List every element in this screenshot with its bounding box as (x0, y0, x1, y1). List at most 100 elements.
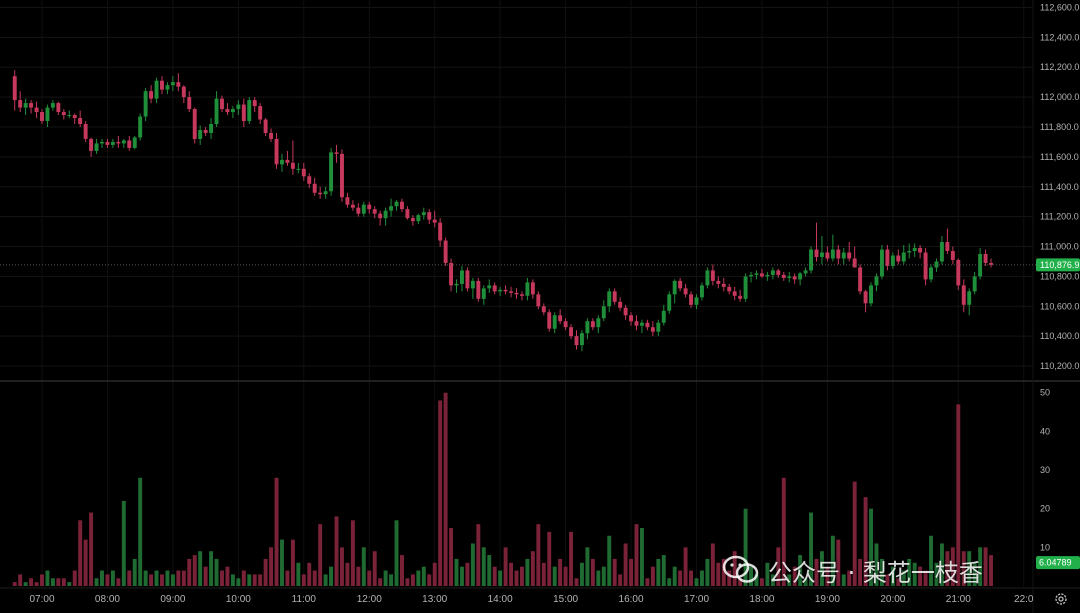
candle-body (678, 280, 683, 289)
volume-bar (705, 558, 710, 586)
volume-bar (950, 547, 955, 586)
volume-bar (667, 578, 672, 586)
candle-body (138, 116, 143, 138)
volume-tick-label: 30 (1040, 465, 1050, 475)
volume-bar (776, 547, 781, 586)
volume-bar (94, 578, 99, 586)
volume-bar (770, 574, 775, 586)
volume-bar (798, 555, 803, 586)
candle-body (896, 255, 901, 262)
candle-body (520, 294, 524, 296)
candle-body (340, 153, 344, 198)
candle-body (830, 249, 835, 259)
volume-bar (220, 570, 224, 586)
volume-bar (100, 570, 104, 586)
volume-bar (56, 578, 61, 586)
candle-body (100, 141, 104, 144)
volume-bar (481, 547, 486, 586)
price-tick-label: 111,200.0 (1040, 212, 1079, 222)
volume-bar (78, 520, 83, 586)
candle-body (847, 252, 852, 259)
candle-body (683, 288, 688, 295)
volume-bars (12, 392, 993, 586)
candle-body (754, 273, 759, 275)
volume-bar (252, 574, 257, 586)
candle-body (874, 276, 879, 286)
candle-body (432, 219, 437, 223)
candle-body (121, 140, 126, 144)
volume-bar (400, 555, 404, 586)
volume-bar (165, 570, 170, 586)
candle-body (241, 104, 246, 122)
volume-bar (132, 558, 137, 586)
candle-body (590, 321, 595, 328)
candle-body (127, 140, 132, 148)
candle-body (394, 201, 399, 207)
volume-bar (449, 528, 454, 586)
volume-bar (885, 574, 890, 586)
candle-body (383, 210, 388, 219)
candle-body (716, 280, 721, 284)
settings-gear-icon[interactable] (1054, 592, 1068, 606)
candle-body (841, 252, 846, 259)
price-tick-label: 112,600.0 (1040, 2, 1079, 12)
candle-body (798, 273, 803, 280)
volume-bar (754, 574, 759, 586)
candle-body (34, 107, 39, 113)
candle-body (220, 98, 224, 110)
volume-bar (912, 562, 917, 586)
candle-body (552, 315, 557, 329)
volume-bar (650, 566, 655, 586)
volume-bar (416, 570, 421, 586)
volume-bar (290, 539, 295, 586)
candle-body (334, 152, 339, 154)
candle-body (247, 100, 252, 122)
volume-bar (280, 539, 284, 586)
volume-bar (476, 524, 481, 586)
volume-bar (520, 566, 524, 586)
volume-tick-label: 20 (1040, 504, 1050, 514)
candle-body (825, 252, 830, 259)
volume-bar (394, 520, 399, 586)
time-tick-label: 10:00 (226, 594, 251, 605)
candle-body (94, 143, 99, 151)
candle-body (274, 138, 279, 165)
volume-bar (149, 574, 154, 586)
candle-body (487, 285, 492, 289)
grid-lines (0, 0, 1033, 588)
volume-bar (983, 547, 988, 586)
candle-body (983, 254, 988, 263)
volume-bar (405, 578, 410, 586)
candle-body (290, 162, 295, 169)
time-tick-label: 11:00 (292, 594, 317, 605)
volume-bar (410, 574, 415, 586)
volume-bar (83, 539, 88, 586)
volume-bar (258, 574, 263, 586)
volume-bar (929, 535, 933, 586)
volume-bar (345, 562, 350, 586)
candle-body (389, 206, 394, 211)
volume-bar (661, 555, 666, 586)
volume-bar (759, 578, 764, 586)
candle-body (656, 322, 661, 332)
candle-body (410, 218, 415, 222)
candle-body (781, 274, 786, 278)
volume-bar (181, 570, 186, 586)
volume-bar (318, 524, 323, 586)
volume-bar (569, 531, 574, 586)
volume-bar (634, 524, 639, 586)
candle-body (67, 115, 72, 117)
candle-body (525, 282, 530, 296)
volume-bar (378, 578, 383, 586)
candle-body (901, 252, 906, 262)
volume-bar (350, 520, 355, 586)
time-tick-label: 14:00 (488, 594, 513, 605)
candle-body (72, 115, 77, 119)
candle-body (110, 141, 115, 145)
volume-bar (225, 566, 230, 586)
volume-bar (241, 570, 246, 586)
volume-bar (841, 574, 846, 586)
volume-bar (176, 570, 181, 586)
volume-bar (645, 578, 650, 586)
